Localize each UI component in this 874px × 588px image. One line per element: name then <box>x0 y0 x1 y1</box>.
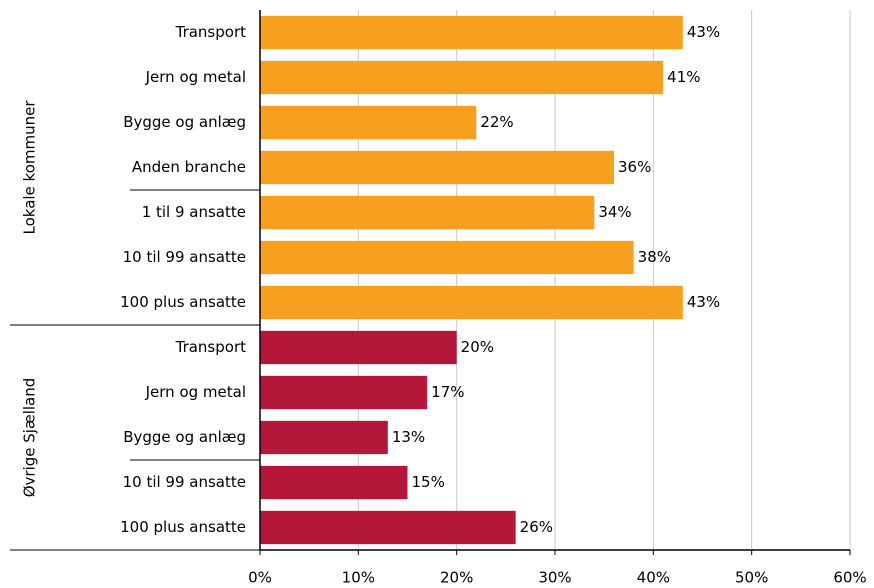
value-label: 38% <box>638 248 671 266</box>
y-tick-label: Bygge og anlæg <box>123 113 246 131</box>
bar <box>260 60 664 95</box>
y-tick-label: Jern og metal <box>145 68 246 86</box>
bar <box>260 420 388 455</box>
bar <box>260 285 683 320</box>
x-tick-label: 20% <box>440 569 473 587</box>
y-tick-label: Bygge og anlæg <box>123 428 246 446</box>
x-tick-label: 30% <box>538 569 571 587</box>
bar <box>260 330 457 365</box>
bar <box>260 150 614 185</box>
bar <box>260 195 595 230</box>
y-tick-label: Jern og metal <box>145 383 246 401</box>
value-label: 26% <box>520 518 553 536</box>
x-tick-label: 60% <box>833 569 866 587</box>
value-label: 34% <box>598 203 631 221</box>
y-tick-label: 1 til 9 ansatte <box>142 203 246 221</box>
bar <box>260 240 634 275</box>
bar <box>260 105 477 140</box>
value-label: 43% <box>687 23 720 41</box>
value-label: 17% <box>431 383 464 401</box>
value-label: 15% <box>412 473 445 491</box>
bar <box>260 465 408 500</box>
y-tick-label: Anden branche <box>132 158 246 176</box>
x-tick-label: 50% <box>735 569 768 587</box>
group-label: Lokale kommuner <box>21 100 39 235</box>
bar <box>260 15 683 50</box>
value-label: 36% <box>618 158 651 176</box>
value-label: 41% <box>667 68 700 86</box>
x-tick-label: 0% <box>248 569 272 587</box>
bar <box>260 375 428 410</box>
y-tick-label: 100 plus ansatte <box>120 293 246 311</box>
y-tick-label: 100 plus ansatte <box>120 518 246 536</box>
value-label: 13% <box>392 428 425 446</box>
x-tick-label: 40% <box>637 569 670 587</box>
y-tick-label: Transport <box>175 338 247 356</box>
value-label: 43% <box>687 293 720 311</box>
value-label: 20% <box>461 338 494 356</box>
y-tick-label: Transport <box>175 23 247 41</box>
group-label: Øvrige Sjælland <box>21 378 39 498</box>
x-tick-label: 10% <box>342 569 375 587</box>
bar <box>260 510 516 545</box>
y-tick-label: 10 til 99 ansatte <box>123 248 246 266</box>
value-label: 22% <box>480 113 513 131</box>
y-tick-label: 10 til 99 ansatte <box>123 473 246 491</box>
